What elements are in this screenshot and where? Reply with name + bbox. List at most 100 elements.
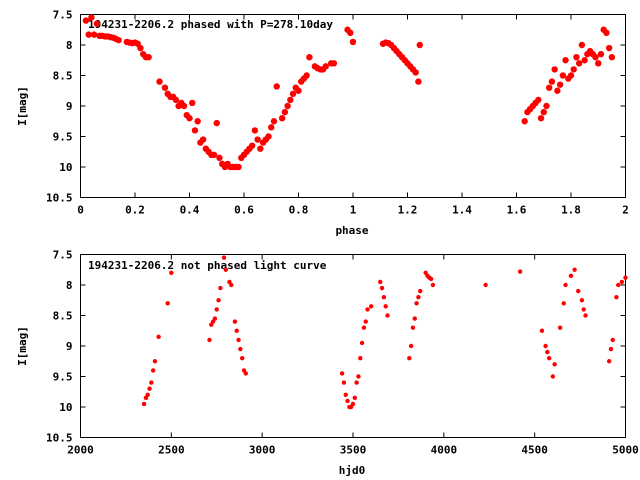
unphased-data-point xyxy=(414,301,419,306)
unphased-xtick-label: 5000 xyxy=(612,444,639,457)
phased-data-point xyxy=(235,163,242,171)
unphased-data-point xyxy=(385,313,390,318)
phased-data-point xyxy=(216,154,223,162)
unphased-plot-panel: 194231-2206.2 not phased light curve hjd… xyxy=(16,249,639,478)
phased-data-point xyxy=(554,87,561,94)
phased-data-point xyxy=(559,72,567,79)
unphased-data-point xyxy=(214,307,219,312)
unphased-data-point xyxy=(428,276,434,282)
unphased-data-point xyxy=(239,356,245,361)
unphased-data-point xyxy=(165,301,170,306)
unphased-data-point xyxy=(356,374,361,379)
phased-data-point xyxy=(556,81,564,88)
phased-data-point xyxy=(412,69,419,76)
phased-data-point xyxy=(115,36,122,44)
unphased-data-point xyxy=(147,386,152,391)
phased-data-point xyxy=(347,29,354,36)
phased-data-point xyxy=(349,38,357,46)
unphased-data-point xyxy=(552,362,557,367)
unphased-data-point xyxy=(234,328,239,333)
phased-data-point xyxy=(199,136,207,143)
unphased-data-point xyxy=(238,346,243,352)
unphased-data-point xyxy=(352,395,358,401)
unphased-data-point xyxy=(568,273,574,279)
phased-xtick-label: 1.4 xyxy=(452,204,472,217)
unphased-data-point xyxy=(383,304,388,309)
unphased-data-point xyxy=(368,304,374,309)
unphased-data-point xyxy=(232,319,238,324)
unphased-data-point xyxy=(572,267,577,272)
unphased-data-point xyxy=(339,371,345,376)
unphased-data-point xyxy=(150,368,156,373)
phased-data-point xyxy=(287,96,294,104)
phased-xtick-label: 1 xyxy=(350,204,357,217)
unphased-data-point xyxy=(550,374,556,379)
unphased-data-point xyxy=(350,401,356,407)
phased-xtick-label: 0.8 xyxy=(289,204,309,217)
unphased-ytick-label: 9 xyxy=(66,340,73,353)
unphased-ytick-label: 8 xyxy=(66,279,73,292)
phased-data-point xyxy=(537,115,545,122)
unphased-data-point xyxy=(563,282,568,288)
phased-data-point xyxy=(172,96,180,104)
phased-data-point xyxy=(548,78,556,85)
phased-xtick-label: 1.6 xyxy=(507,204,527,217)
phased-data-point xyxy=(603,29,610,36)
unphased-data-point xyxy=(363,319,368,324)
unphased-data-point xyxy=(418,288,423,294)
unphased-data-point xyxy=(221,255,227,260)
phased-data-point xyxy=(289,90,297,98)
unphased-plot-ylabel: I[mag] xyxy=(16,326,29,366)
phased-data-point xyxy=(88,14,95,21)
phased-data-point xyxy=(90,31,98,38)
unphased-data-point xyxy=(229,282,234,288)
phased-data-point xyxy=(145,54,152,61)
phased-xtick-label: 0 xyxy=(77,204,84,217)
unphased-data-point xyxy=(483,282,488,288)
unphased-data-point xyxy=(141,401,147,407)
phased-data-point xyxy=(605,44,613,52)
phased-data-point xyxy=(521,118,528,125)
phased-plot-xlabel: phase xyxy=(335,224,368,237)
phased-xtick-label: 0.4 xyxy=(180,204,200,217)
unphased-data-point xyxy=(358,356,363,361)
phased-data-point xyxy=(257,145,264,152)
unphased-data-point xyxy=(539,328,545,333)
unphased-ytick-label: 10.5 xyxy=(46,432,73,445)
phased-data-point xyxy=(82,17,90,24)
unphased-data-point xyxy=(218,285,223,291)
phased-data-point xyxy=(270,118,278,125)
unphased-data-point xyxy=(576,288,581,294)
phased-data-point xyxy=(251,127,259,134)
unphased-data-point xyxy=(581,307,586,312)
phased-plot-ticks: 0 0.2 0.4 0.6 0.8 1 1.2 1.4 1.6 1.8 2 7.5 8 8.5 9 9.5 10… xyxy=(46,9,629,217)
unphased-xtick-label: 3500 xyxy=(340,444,367,457)
phased-plot-panel: 194231-2206.2 phased with P=278.10day ph… xyxy=(16,9,629,238)
unphased-data-point xyxy=(583,313,588,318)
phased-data-point xyxy=(265,133,272,140)
phased-ytick-label: 9.5 xyxy=(53,131,73,144)
unphased-data-point xyxy=(623,275,628,280)
unphased-data-point xyxy=(345,398,350,404)
unphased-data-point xyxy=(614,295,619,300)
phased-data-point xyxy=(278,115,286,122)
unphased-data-point xyxy=(207,337,212,343)
unphased-data-point xyxy=(365,307,370,312)
phased-data-point xyxy=(562,57,569,64)
phased-ytick-label: 10.5 xyxy=(46,192,73,205)
unphased-data-point xyxy=(557,325,563,330)
unphased-data-point xyxy=(156,334,161,340)
phased-data-point xyxy=(248,142,256,149)
phased-ytick-label: 10 xyxy=(59,161,72,174)
phased-data-point xyxy=(592,54,599,61)
phased-data-point xyxy=(295,87,302,94)
unphased-data-point xyxy=(619,279,625,285)
unphased-data-point xyxy=(410,325,416,330)
phased-data-point xyxy=(156,78,163,85)
unphased-data-point xyxy=(341,380,347,385)
phased-data-point xyxy=(322,63,329,70)
phased-data-point xyxy=(573,54,580,61)
phased-data-point xyxy=(93,20,101,27)
phased-data-point xyxy=(161,84,169,91)
